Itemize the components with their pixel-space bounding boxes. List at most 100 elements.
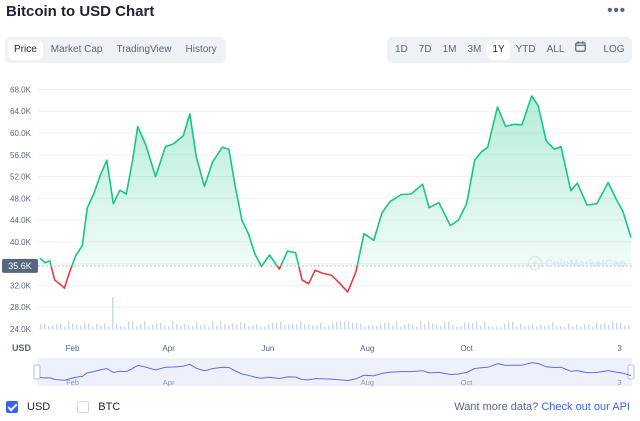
api-link[interactable]: Check out our API — [541, 401, 630, 413]
volume-bar — [552, 322, 554, 329]
volume-bar — [296, 324, 298, 329]
volume-bar — [480, 325, 482, 329]
tab-market-cap[interactable]: Market Cap — [50, 44, 103, 55]
volume-bar — [376, 325, 378, 329]
volume-bar — [324, 326, 326, 329]
navigator-x-axis: Feb Apr Aug Oct 3 — [66, 378, 622, 387]
btc-checkbox[interactable]: BTC — [77, 401, 120, 413]
volume-bar — [484, 322, 486, 329]
volume-bar — [416, 326, 418, 329]
x-tick-label: Oct — [460, 344, 473, 353]
volume-bar — [164, 325, 166, 329]
volume-bar — [580, 326, 582, 329]
currency-toggles: USD BTC — [6, 401, 147, 413]
volume-bar — [208, 326, 210, 329]
volume-bar — [116, 324, 118, 329]
volume-bar — [120, 325, 122, 329]
y-axis: 68.0K 64.0K 60.0K 56.0K 52.0K 48.0K 44.0K 40.0K… — [10, 85, 32, 334]
tab-tradingview[interactable]: TradingView — [116, 44, 172, 55]
range-7d[interactable]: 7D — [418, 44, 432, 55]
volume-bar — [152, 324, 154, 329]
range-1y[interactable]: 1Y — [487, 40, 510, 60]
volume-bar — [596, 322, 598, 329]
range-1m[interactable]: 1M — [442, 44, 457, 55]
volume-bar — [128, 321, 130, 329]
y-tick-label: 64.0K — [10, 107, 32, 116]
volume-bar — [548, 325, 550, 329]
volume-bar — [112, 297, 114, 329]
range-1d[interactable]: 1D — [395, 44, 408, 55]
navigator-right-handle[interactable] — [627, 364, 635, 380]
tab-history[interactable]: History — [185, 44, 217, 55]
calendar-icon[interactable] — [570, 40, 591, 60]
volume-bar — [160, 322, 162, 329]
y-tick-label: 32.0K — [10, 281, 32, 290]
volume-bar — [172, 321, 174, 329]
volume-bar — [444, 322, 446, 329]
navigator-left-handle[interactable] — [33, 364, 41, 380]
volume-bar — [124, 326, 126, 329]
log-scale-toggle[interactable]: LOG — [603, 44, 625, 55]
y-tick-label: 68.0K — [10, 85, 32, 94]
watermark: CoinMarketCap — [527, 255, 626, 271]
volume-bar — [156, 323, 158, 329]
volume-bar — [404, 324, 406, 329]
volume-bar — [72, 323, 74, 329]
volume-bar — [184, 323, 186, 329]
y-tick-label: 40.0K — [10, 238, 32, 247]
volume-bar — [68, 321, 70, 329]
volume-bar — [464, 322, 466, 329]
volume-bar — [412, 324, 414, 329]
volume-bar — [372, 324, 374, 329]
volume-bar — [424, 324, 426, 329]
volume-bar — [584, 324, 586, 329]
volume-bar — [564, 326, 566, 329]
btc-label: BTC — [98, 401, 121, 413]
range-3m[interactable]: 3M — [467, 44, 482, 55]
range-all[interactable]: ALL — [546, 44, 565, 55]
y-tick-label: 28.0K — [10, 303, 32, 312]
volume-bar — [148, 325, 150, 329]
volume-bar — [312, 325, 314, 329]
tab-price[interactable]: Price — [8, 40, 43, 60]
chart-type-tabs: Price Market Cap TradingView History — [5, 37, 226, 63]
volume-bar — [544, 325, 546, 329]
volume-bar — [432, 323, 434, 329]
volume-bar — [536, 326, 538, 329]
navigator-tick-label: Oct — [461, 378, 474, 387]
volume-bar — [196, 322, 198, 329]
checkbox-unchecked-icon — [77, 401, 90, 413]
more-options-icon[interactable]: ••• — [607, 2, 626, 19]
volume-bar — [468, 322, 470, 329]
volume-bar — [344, 321, 346, 329]
time-range-tabs: 1D 7D 1M 3M 1Y YTD ALL LOG — [387, 37, 632, 63]
watermark-text: CoinMarketCap — [545, 258, 626, 270]
volume-bar — [268, 324, 270, 329]
volume-bar — [84, 322, 86, 329]
navigator[interactable]: Feb Apr Aug Oct 3 — [33, 358, 635, 387]
price-line-above-baseline — [39, 95, 632, 266]
volume-bar — [628, 324, 630, 329]
volume-bars — [40, 297, 630, 329]
volume-bar — [88, 323, 90, 329]
volume-bar — [388, 322, 390, 329]
y-tick-label: 48.0K — [10, 194, 32, 203]
volume-bar — [320, 322, 322, 329]
volume-bar — [476, 321, 478, 329]
volume-bar — [276, 323, 278, 329]
volume-bar — [280, 321, 282, 329]
volume-bar — [560, 326, 562, 329]
volume-bar — [400, 326, 402, 329]
usd-checkbox[interactable]: USD — [6, 401, 50, 413]
navigator-tick-label: Feb — [66, 378, 79, 387]
volume-bar — [620, 323, 622, 329]
range-ytd[interactable]: YTD — [515, 44, 536, 55]
volume-bar — [56, 324, 58, 329]
volume-bar — [304, 324, 306, 329]
volume-bar — [384, 322, 386, 329]
volume-bar — [588, 324, 590, 329]
volume-bar — [504, 323, 506, 329]
volume-bar — [516, 326, 518, 329]
volume-bar — [136, 326, 138, 329]
